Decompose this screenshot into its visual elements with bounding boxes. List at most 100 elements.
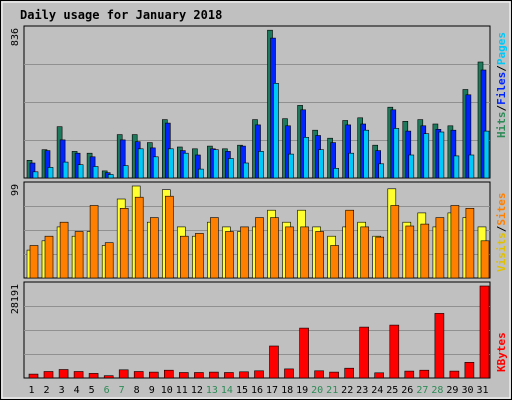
pages-bar-day-13	[213, 149, 219, 179]
legend-visits-sites: Visits/Sites	[495, 193, 508, 273]
pages-bar-day-31	[483, 130, 490, 179]
day-label-1: 1	[28, 385, 34, 396]
day-label-14: 14	[221, 385, 233, 396]
sites-bar-day-8	[134, 196, 144, 279]
sites-bar-day-17	[270, 217, 279, 279]
legend-entry: KBytes	[495, 332, 508, 372]
day-label-30: 30	[461, 385, 473, 396]
pages-bar-day-17	[273, 83, 279, 179]
pages-bar-day-26	[408, 154, 415, 179]
day-label-5: 5	[89, 385, 95, 396]
kbytes-bar-day-12	[194, 372, 204, 379]
files-bar-day-1	[29, 162, 36, 179]
files-bar-day-12	[195, 154, 201, 179]
pages-bar-day-3	[62, 161, 69, 179]
files-bar-day-2	[44, 150, 51, 179]
files-bar-day-7	[119, 139, 126, 179]
kbytes-bar-day-14	[224, 372, 234, 379]
pages-bar-day-4	[77, 164, 84, 179]
kbytes-bar-day-11	[179, 372, 189, 379]
sites-bar-day-31	[480, 240, 490, 279]
day-label-31: 31	[476, 385, 488, 396]
kbytes-bar-day-24	[374, 372, 385, 379]
day-label-17: 17	[266, 385, 278, 396]
pages-bar-day-12	[198, 168, 204, 179]
visits-sites-ymax-label: 99	[10, 184, 21, 196]
files-bar-day-15	[240, 145, 246, 179]
sites-bar-day-28	[435, 217, 445, 279]
pages-bar-day-15	[243, 162, 249, 179]
legend-entry: Files	[495, 72, 508, 105]
sites-bar-day-25	[390, 205, 400, 279]
kbytes-bar-day-25	[389, 324, 400, 379]
day-label-16: 16	[251, 385, 263, 396]
pages-bar-day-21	[333, 168, 339, 179]
pages-bar-day-24	[378, 163, 385, 179]
kbytes-bar-day-18	[284, 368, 294, 379]
day-label-2: 2	[43, 385, 49, 396]
pages-bar-day-7	[122, 165, 129, 179]
kbytes-bar-day-19	[299, 327, 309, 379]
sites-bar-day-14	[225, 231, 234, 279]
legend-entry: Hits	[495, 112, 508, 139]
pages-bar-day-18	[288, 153, 294, 179]
day-label-13: 13	[206, 385, 218, 396]
chart-title: Daily usage for January 2018	[20, 8, 222, 22]
kbytes-bar-day-7	[118, 369, 129, 379]
kbytes-bar-day-21	[329, 371, 339, 379]
sites-bar-day-5	[89, 205, 99, 279]
sites-bar-day-3	[59, 221, 69, 279]
sites-bar-day-24	[375, 236, 385, 279]
pages-bar-day-30	[468, 154, 475, 179]
kbytes-ymax-label: 28191	[10, 284, 21, 314]
kbytes-bar-day-20	[314, 370, 324, 379]
pages-bar-day-25	[393, 128, 400, 179]
sites-bar-day-18	[285, 226, 294, 279]
files-bar-day-31	[480, 69, 487, 179]
pages-bar-day-6	[107, 174, 114, 179]
kbytes-bar-day-9	[149, 371, 159, 379]
day-label-29: 29	[446, 385, 458, 396]
sites-bar-day-9	[150, 217, 159, 279]
sites-bar-day-21	[330, 245, 339, 279]
kbytes-bar-day-22	[344, 367, 355, 379]
kbytes-bar-day-15	[239, 371, 249, 379]
day-labels: 1 2 3 4 5 6 7 8 9 10 11 12 13 14 15 16 17 18 19 20 21 22 23 24 2…	[28, 385, 488, 396]
pages-bar-day-29	[453, 155, 460, 179]
sites-bar-day-7	[119, 208, 129, 279]
kbytes-bar-day-29	[449, 370, 460, 379]
files-bar-day-30	[465, 94, 472, 179]
sites-bar-day-1	[29, 245, 39, 279]
sites-bar-day-10	[165, 195, 174, 279]
day-label-25: 25	[386, 385, 398, 396]
kbytes-bar-day-5	[88, 373, 99, 379]
pages-bar-day-11	[183, 152, 189, 179]
day-label-20: 20	[311, 385, 323, 396]
legend-entry: Pages	[495, 32, 508, 65]
day-label-18: 18	[281, 385, 293, 396]
pages-bar-day-28	[438, 131, 445, 179]
kbytes-bar-day-8	[133, 371, 144, 379]
legend-entry: Visits	[495, 232, 508, 272]
kbytes-bar-day-3	[58, 369, 69, 379]
day-label-3: 3	[59, 385, 65, 396]
sites-bar-day-16	[255, 217, 264, 279]
day-label-11: 11	[176, 385, 188, 396]
day-label-21: 21	[326, 385, 338, 396]
sites-bar-day-23	[360, 226, 370, 279]
pages-bar-day-27	[423, 133, 430, 179]
legend-kbytes: KBytes	[495, 332, 508, 372]
pages-bar-day-1	[32, 171, 39, 179]
day-label-28: 28	[431, 385, 443, 396]
files-bar-day-29	[450, 129, 457, 179]
kbytes-bar-day-6	[103, 375, 114, 379]
kbytes-bar-day-30	[464, 361, 475, 379]
day-label-22: 22	[341, 385, 353, 396]
sites-bar-day-19	[300, 226, 309, 279]
sites-bar-day-27	[420, 223, 430, 279]
pages-bar-day-20	[318, 149, 324, 179]
pages-bar-day-5	[92, 166, 99, 179]
sites-bar-day-4	[74, 231, 84, 279]
